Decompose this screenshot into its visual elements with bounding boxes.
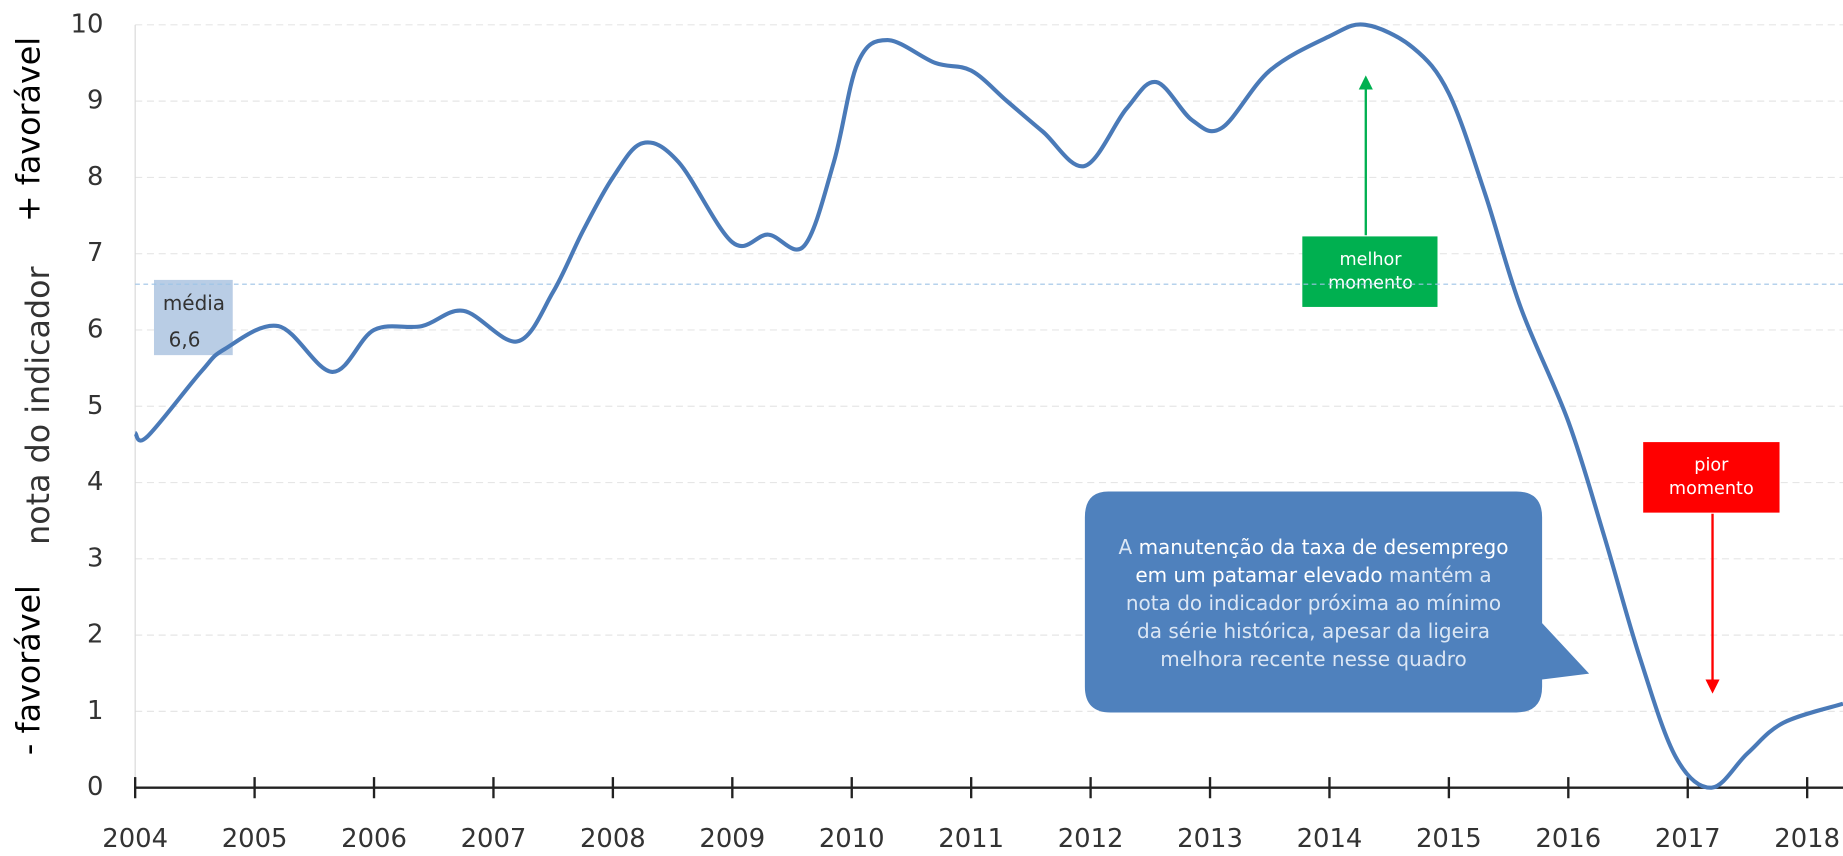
y-tick-label: 8: [87, 162, 103, 192]
best-arrowhead: [1358, 75, 1373, 90]
callout-part: mantém a nota do indicador próxima ao mí…: [1125, 563, 1502, 671]
mean-box: [153, 279, 233, 356]
x-tick-label: 2015: [1416, 824, 1482, 854]
x-tick-label: 2009: [699, 824, 765, 854]
y-tick-label: 10: [71, 9, 104, 39]
x-tick-label: 2006: [341, 824, 407, 854]
x-tick-label: 2016: [1535, 824, 1601, 854]
x-tick-label: 2004: [102, 824, 168, 854]
y-tick-label: 1: [87, 696, 103, 726]
mean-label: 6,6: [169, 328, 201, 352]
x-tick-label: 2013: [1177, 824, 1243, 854]
x-tick-label: 2018: [1774, 824, 1840, 854]
y-tick-label: 0: [87, 772, 103, 802]
y-tick-label: 5: [87, 391, 103, 421]
x-tick-label: 2007: [461, 824, 527, 854]
mean-title: média: [163, 291, 225, 315]
line: [133, 22, 1843, 790]
x-tick-label: 2012: [1058, 824, 1124, 854]
y-label-bottom: - favorável: [12, 585, 48, 755]
callout-emphasis: manutenção da taxa de desemprego em um p…: [1135, 535, 1509, 587]
worst-box: [1643, 442, 1780, 513]
worst-label: pior momento: [1669, 456, 1754, 500]
y-tick-label: 4: [87, 467, 103, 497]
y-axis-label: nota do indicador: [21, 266, 57, 545]
best-box: [1302, 236, 1438, 307]
worst-arrowhead: [1705, 679, 1720, 694]
y-label-top: + favorável: [12, 37, 48, 222]
x-tick-label: 2014: [1297, 824, 1363, 854]
x-tick-label: 2005: [222, 824, 288, 854]
best-label: melhor momento: [1328, 250, 1413, 294]
callout-text: A manutenção da taxa de desemprego em um…: [1085, 491, 1542, 712]
y-tick-label: 9: [87, 86, 103, 116]
x-tick-label: 2017: [1655, 824, 1721, 854]
x-tick-label: 2008: [580, 824, 646, 854]
callout-part: A: [1118, 535, 1139, 559]
callout-box: [1084, 491, 1590, 713]
y-tick-label: 3: [87, 543, 103, 573]
x-tick-label: 2011: [938, 824, 1004, 854]
y-tick-label: 6: [87, 314, 103, 344]
y-tick-label: 2: [87, 620, 103, 650]
y-tick-label: 7: [87, 238, 103, 268]
x-tick-label: 2010: [819, 824, 885, 854]
